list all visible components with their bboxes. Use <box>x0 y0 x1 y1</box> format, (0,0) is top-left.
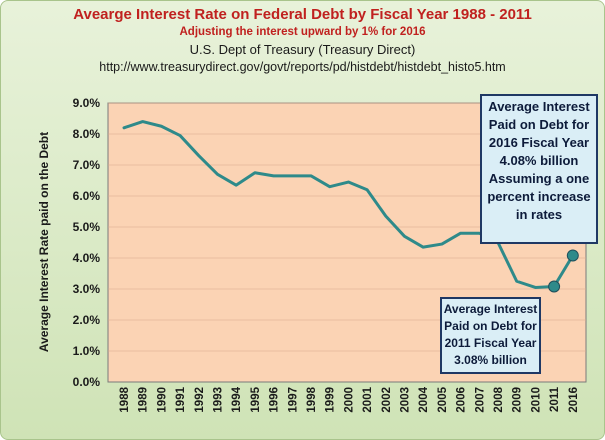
callout-2016-line: Assuming a one <box>488 171 590 186</box>
chart-title: Avearge Interest Rate on Federal Debt by… <box>73 6 532 23</box>
x-tick-label: 1997 <box>287 387 299 413</box>
y-tick-label: 6.0% <box>73 189 101 203</box>
x-tick-label: 2006 <box>456 387 468 413</box>
callout-2011-line: Average Interest <box>443 302 538 316</box>
callout-2011-line: 2011 Fiscal Year <box>444 336 537 350</box>
callout-2016-line: in rates <box>515 207 563 222</box>
callout-2016-line: 2016 Fiscal Year <box>488 135 590 150</box>
x-tick-label: 1993 <box>213 387 225 413</box>
x-tick-label: 1996 <box>269 387 281 413</box>
y-axis-label: Average Interest Rate paid on the Debt <box>37 132 51 352</box>
x-tick-label: 2016 <box>568 387 580 413</box>
x-tick-label: 2007 <box>474 387 486 413</box>
y-tick-label: 5.0% <box>73 220 101 234</box>
x-tick-label: 1998 <box>306 386 318 412</box>
y-tick-label: 1.0% <box>73 344 101 358</box>
y-tick-label: 3.0% <box>73 282 101 296</box>
data-point-2011 <box>548 280 561 293</box>
x-tick-label: 2000 <box>343 387 355 413</box>
x-tick-label: 2002 <box>381 387 393 413</box>
callout-2016: Average Interest Paid on Debt for 2016 Fis… <box>480 94 598 244</box>
x-tick-label: 2010 <box>530 387 542 413</box>
x-tick-label: 1991 <box>175 386 187 412</box>
x-tick-label: 2011 <box>549 386 561 412</box>
y-tick-label: 9.0% <box>73 96 101 110</box>
callout-2011: Average Interest Paid on Debt for 2011 Fis… <box>440 297 541 374</box>
callout-2016-line: Paid on Debt for <box>488 117 590 132</box>
callout-2011-line: Paid on Debt for <box>444 319 537 333</box>
x-tick-labels: 1988 1989 1990 1991 1992 1993 1994 1995 1996 1997… <box>119 386 580 412</box>
x-tick-label: 2004 <box>418 386 430 412</box>
x-tick-label: 1988 <box>119 386 131 412</box>
x-tick-label: 1990 <box>156 387 168 413</box>
callout-2016-line: Average Interest <box>488 99 590 114</box>
callout-2016-line: 4.08% billion <box>499 153 579 168</box>
x-tick-label: 2008 <box>493 386 505 412</box>
x-tick-label: 2001 <box>362 386 374 412</box>
x-tick-label: 1992 <box>194 387 206 413</box>
x-tick-label: 1999 <box>325 387 337 413</box>
callout-2016-line: percent increase <box>487 189 591 204</box>
x-tick-label: 1995 <box>250 386 262 412</box>
y-tick-label: 2.0% <box>73 313 101 327</box>
x-tick-label: 2005 <box>437 386 449 412</box>
source-label: U.S. Dept of Treasury (Treasury Direct) <box>189 42 416 57</box>
x-tick-label: 1994 <box>231 386 243 412</box>
chart-subtitle: Adjusting the interest upward by 1% for … <box>179 26 426 38</box>
y-tick-label: 0.0% <box>73 375 101 389</box>
x-tick-label: 1989 <box>138 387 150 413</box>
y-tick-labels: 0.0% 1.0% 2.0% 3.0% 4.0% 5.0% 6.0% 7.0% 8.0% 9.0% <box>73 96 101 389</box>
y-tick-label: 8.0% <box>73 127 101 141</box>
data-point-2016 <box>566 249 579 262</box>
y-tick-label: 7.0% <box>73 158 101 172</box>
callout-2011-line: 3.08% billion <box>454 353 527 367</box>
source-url: http://www.treasurydirect.gov/govt/repor… <box>99 60 506 74</box>
x-tick-label: 2003 <box>400 387 412 413</box>
y-tick-label: 4.0% <box>73 251 101 265</box>
x-tick-label: 2009 <box>512 387 524 413</box>
